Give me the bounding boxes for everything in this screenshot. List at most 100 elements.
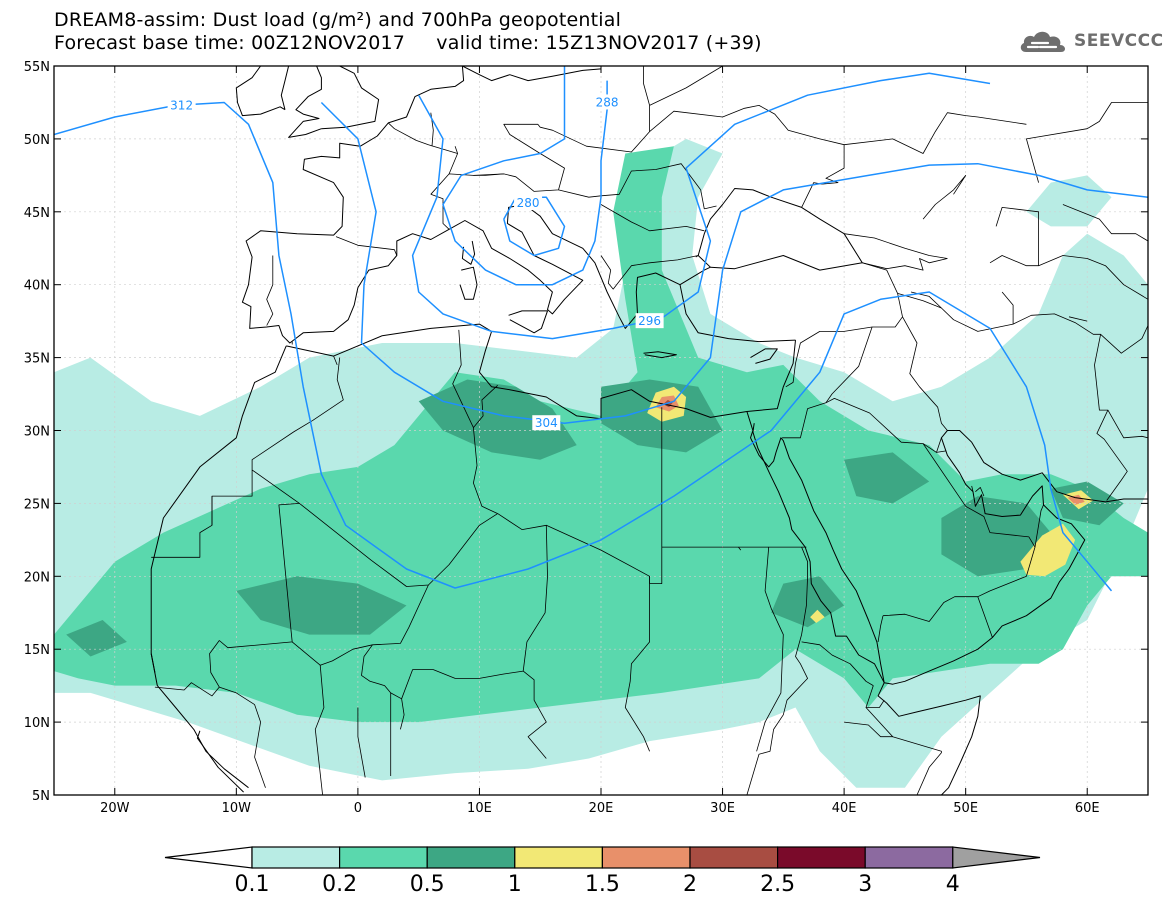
colorbar-bin [514, 846, 603, 869]
coastline-segment [752, 423, 885, 683]
coastlines [150, 66, 1148, 795]
border-segment [756, 547, 784, 752]
coastline-segment [150, 653, 156, 673]
contour-304 [320, 101, 1148, 424]
country-borders [151, 66, 1148, 795]
axis-ticks: 20W 10W 0 10E 20E 30E 40E 50E 60E 55N 50N 45N 40N 35N… [24, 60, 1148, 816]
lat-tick-label: 20N [24, 570, 50, 585]
border-segment [844, 233, 948, 259]
lat-tick-label: 25N [24, 497, 50, 512]
dust-area-0_5-0 [418, 379, 577, 460]
border-segment [452, 329, 498, 514]
lon-tick-label: 60E [1075, 801, 1100, 816]
border-segment [865, 685, 885, 708]
border-segment [1107, 409, 1148, 439]
coastline-segment [508, 310, 548, 334]
border-segment [844, 721, 893, 738]
colorbar-bin [426, 846, 516, 869]
contour-label-280: 280 [517, 196, 540, 210]
border-segment [361, 584, 429, 730]
contour-312 [54, 101, 1113, 592]
border-segment [600, 255, 699, 290]
border-segment [971, 485, 974, 492]
border-segment [266, 255, 274, 326]
lat-tick-label: 50N [24, 133, 50, 148]
border-segment [1034, 504, 1044, 548]
coastline-segment [235, 66, 290, 117]
border-segment [357, 707, 366, 778]
border-segment [649, 66, 723, 106]
lat-tick-label: 45N [24, 206, 50, 221]
border-segment [738, 546, 742, 551]
border-segment [388, 122, 458, 154]
contour-label-bg [532, 415, 561, 431]
border-segment [401, 669, 524, 699]
dust-area-1-3 [810, 609, 825, 623]
border-segment [448, 146, 459, 175]
dust-area-0_2-0 [54, 146, 1148, 723]
coastline-segment [196, 730, 244, 793]
colorbar-label: 0.1 [235, 872, 270, 897]
border-segment [922, 189, 954, 220]
cloud-logo-icon [1020, 31, 1066, 52]
coastline-segment [746, 411, 1148, 685]
contour-label-bg [593, 94, 622, 110]
border-segment [333, 355, 338, 366]
border-segment [485, 66, 650, 192]
coastline-segment [697, 188, 863, 268]
colorbar-label: 0.2 [322, 872, 357, 897]
lon-tick-label: 10W [222, 801, 252, 816]
contour-label-296: 296 [638, 314, 661, 328]
contour-label-bg [514, 195, 543, 211]
coastline-segment [643, 351, 677, 359]
lat-tick-label: 15N [24, 643, 50, 658]
colorbar-bin [601, 846, 691, 869]
seevccc-logo: SEEVCCC [1018, 25, 1164, 57]
colorbar-bin [339, 846, 428, 869]
coastline-segment [461, 240, 476, 265]
border-segment [291, 641, 373, 666]
border-segment [335, 236, 398, 256]
border-segment [995, 206, 1039, 266]
lat-tick-label: 5N [32, 789, 50, 804]
border-segment [314, 665, 325, 795]
border-segment [695, 255, 699, 258]
contour-label-bg [167, 97, 196, 113]
border-segment [844, 112, 1027, 154]
lat-tick-label: 10N [24, 716, 50, 731]
lon-tick-label: 20E [589, 801, 614, 816]
dust-area-0_5-4 [771, 576, 845, 628]
colorbar-label: 2.5 [760, 872, 795, 897]
coastline-segment [877, 682, 981, 795]
border-segment [1001, 291, 1014, 325]
contour-288 [442, 66, 608, 286]
border-segment [704, 205, 717, 210]
dust-area-0_1-1 [1026, 175, 1112, 227]
colorbar: 0.1 0.2 0.5 1 1.5 2 2.5 3 4 [164, 846, 1041, 897]
lat-tick-label: 30N [24, 425, 50, 440]
contour-label-bg [635, 313, 664, 329]
border-segment [154, 503, 300, 697]
lat-tick-label: 40N [24, 279, 50, 294]
colorbar-bin [689, 846, 779, 869]
coastline-segment [288, 66, 322, 138]
border-segment [953, 174, 967, 195]
contour-label-312: 312 [170, 98, 193, 112]
lat-tick-label: 55N [24, 60, 50, 75]
dust-area-0_5-2 [236, 576, 407, 635]
border-segment [473, 385, 498, 428]
border-segment [558, 163, 705, 209]
border-segment [746, 546, 808, 795]
border-segment [897, 293, 1128, 501]
border-segment [865, 707, 942, 795]
logo-text: SEEVCCC [1074, 31, 1164, 51]
dust-shading [54, 138, 1148, 788]
border-segment [1100, 325, 1148, 354]
lat-tick-label: 35N [24, 352, 50, 367]
border-segment [1062, 204, 1148, 242]
contour-label-288: 288 [596, 95, 619, 109]
geopotential-contours: 312 304 296 288 280 [54, 66, 1148, 592]
lon-tick-label: 30E [710, 801, 735, 816]
border-segment [975, 486, 985, 497]
